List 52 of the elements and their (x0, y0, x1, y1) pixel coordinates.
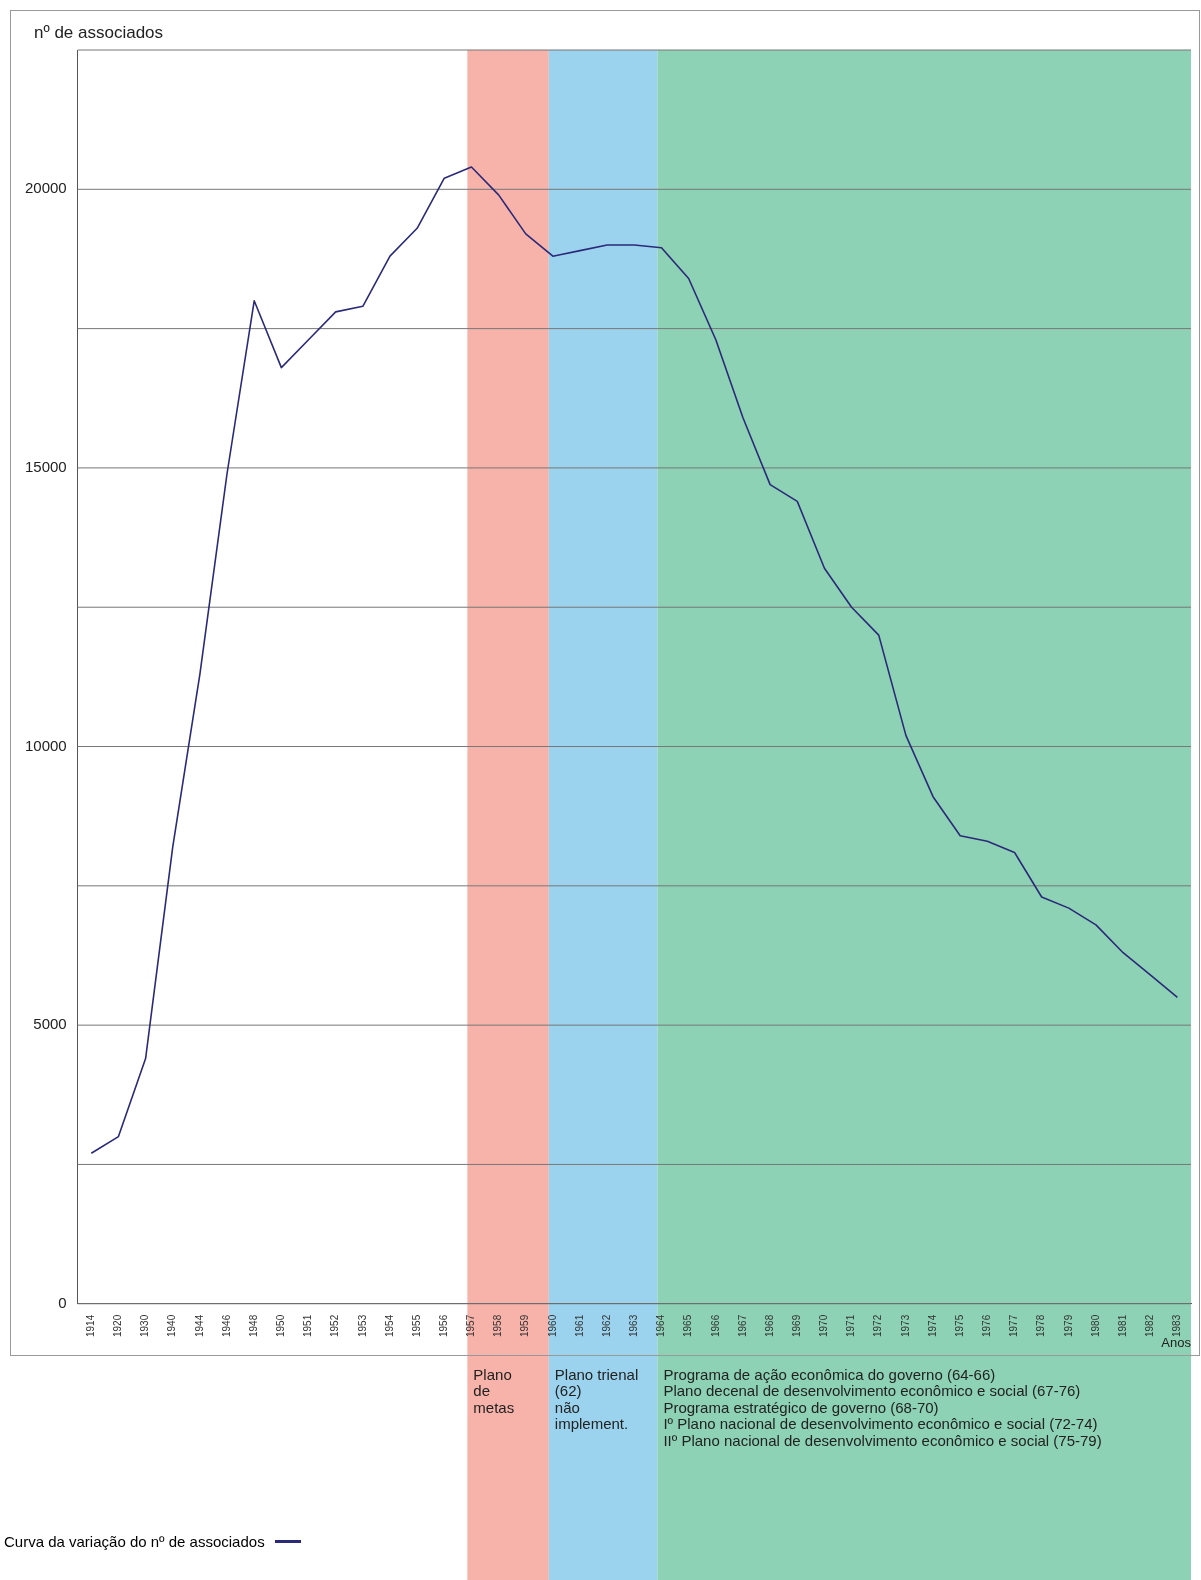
x-tick-label: 1940 (166, 1314, 178, 1337)
x-tick-label: 1964 (655, 1314, 667, 1337)
x-tick-label: 1983 (1171, 1314, 1183, 1337)
x-tick-label: 1955 (410, 1314, 422, 1337)
band-label: Plano trienal (62) não implement. (554, 1365, 639, 1433)
x-tick-label: 1948 (247, 1314, 259, 1337)
x-tick-label: 1961 (573, 1314, 585, 1337)
x-tick-label: 1954 (383, 1314, 395, 1337)
y-tick-label: 5000 (33, 1015, 67, 1033)
x-tick-label: 1957 (465, 1314, 477, 1337)
x-tick-label: 1981 (1116, 1314, 1128, 1337)
x-tick-label: 1951 (302, 1314, 314, 1337)
x-tick-label: 1952 (329, 1314, 341, 1337)
y-tick-label: 10000 (24, 736, 67, 754)
x-tick-label: 1944 (193, 1314, 205, 1337)
x-tick-label: 1978 (1035, 1314, 1047, 1337)
x-tick-label: 1967 (736, 1314, 748, 1337)
x-tick-label: 1946 (220, 1314, 232, 1337)
band-label: Plano de metas (473, 1365, 515, 1416)
x-tick-label: 1976 (981, 1314, 993, 1337)
x-tick-label: 1973 (899, 1314, 911, 1337)
x-tick-label: 1968 (763, 1314, 775, 1337)
x-tick-label: 1960 (546, 1314, 558, 1337)
y-tick-label: 20000 (24, 179, 67, 197)
x-tick-label: 1969 (791, 1314, 803, 1337)
x-tick-label: 1956 (438, 1314, 450, 1337)
x-tick-label: 1977 (1008, 1314, 1020, 1337)
x-tick-label: 1980 (1089, 1314, 1101, 1337)
y-tick-label: 0 (58, 1293, 67, 1311)
x-tick-label: 1959 (519, 1314, 531, 1337)
band-label: Programa de ação econômica do governo (64-66) Plano decenal de desenvolvimento econômico e social (67-76) Programa estratégico de governo (68-70) Iº Plano nacional de desenvolvimento econômico e social (72-74) IIº Plano nacional de desenvolvimento econômico e social (75-79) (663, 1365, 1102, 1449)
x-tick-label: 1950 (275, 1314, 287, 1337)
y-tick-label: 15000 (24, 458, 67, 476)
x-tick-label: 1963 (628, 1314, 640, 1337)
x-tick-label: 1982 (1144, 1314, 1156, 1337)
x-tick-label: 1914 (85, 1314, 97, 1337)
legend-label: Curva da variação do nº de associados (4, 1533, 265, 1550)
x-tick-label: 1920 (112, 1314, 124, 1337)
x-tick-label: 1965 (682, 1314, 694, 1337)
x-tick-label: 1975 (953, 1314, 965, 1337)
x-tick-label: 1972 (872, 1314, 884, 1337)
x-tick-label: 1962 (600, 1314, 612, 1337)
x-tick-label: 1966 (709, 1314, 721, 1337)
x-axis-title: Anos (1161, 1335, 1192, 1351)
x-tick-label: 1979 (1062, 1314, 1074, 1337)
x-tick-label: 1958 (492, 1314, 504, 1337)
x-tick-label: 1953 (356, 1314, 368, 1337)
x-tick-label: 1974 (926, 1314, 938, 1337)
x-tick-label: 1930 (139, 1314, 151, 1337)
x-tick-label: 1971 (845, 1314, 857, 1337)
y-axis-title: nº de associados (34, 23, 164, 43)
x-tick-label: 1970 (818, 1314, 830, 1337)
